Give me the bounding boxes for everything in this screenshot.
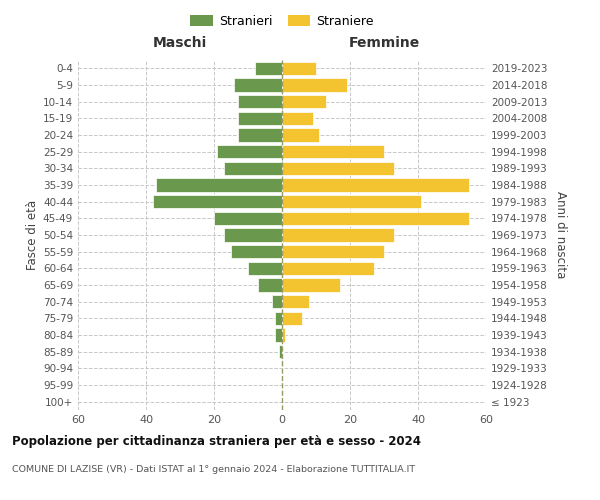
Bar	[282, 95, 326, 108]
Text: Popolazione per cittadinanza straniera per età e sesso - 2024: Popolazione per cittadinanza straniera p…	[12, 435, 421, 448]
Bar	[214, 212, 282, 225]
Bar	[224, 228, 282, 241]
Bar	[272, 295, 282, 308]
Bar	[282, 262, 374, 275]
Bar	[275, 312, 282, 325]
Bar	[217, 145, 282, 158]
Bar	[231, 245, 282, 258]
Bar	[282, 162, 394, 175]
Bar	[278, 345, 282, 358]
Bar	[282, 212, 469, 225]
Bar	[282, 195, 421, 208]
Bar	[282, 145, 384, 158]
Bar	[224, 162, 282, 175]
Text: Maschi: Maschi	[153, 36, 207, 50]
Bar	[282, 312, 302, 325]
Bar	[282, 278, 340, 291]
Bar	[282, 112, 313, 125]
Text: Femmine: Femmine	[349, 36, 419, 50]
Bar	[282, 78, 347, 92]
Bar	[156, 178, 282, 192]
Y-axis label: Anni di nascita: Anni di nascita	[554, 192, 567, 278]
Bar	[255, 62, 282, 75]
Bar	[258, 278, 282, 291]
Y-axis label: Fasce di età: Fasce di età	[26, 200, 39, 270]
Bar	[238, 95, 282, 108]
Bar	[248, 262, 282, 275]
Bar	[282, 62, 316, 75]
Bar	[275, 328, 282, 342]
Bar	[282, 328, 286, 342]
Bar	[235, 78, 282, 92]
Bar	[282, 245, 384, 258]
Bar	[282, 228, 394, 241]
Text: COMUNE DI LAZISE (VR) - Dati ISTAT al 1° gennaio 2024 - Elaborazione TUTTITALIA.: COMUNE DI LAZISE (VR) - Dati ISTAT al 1°…	[12, 465, 415, 474]
Bar	[153, 195, 282, 208]
Bar	[282, 128, 319, 141]
Bar	[238, 112, 282, 125]
Bar	[282, 295, 309, 308]
Legend: Stranieri, Straniere: Stranieri, Straniere	[187, 11, 377, 32]
Bar	[238, 128, 282, 141]
Bar	[282, 178, 469, 192]
